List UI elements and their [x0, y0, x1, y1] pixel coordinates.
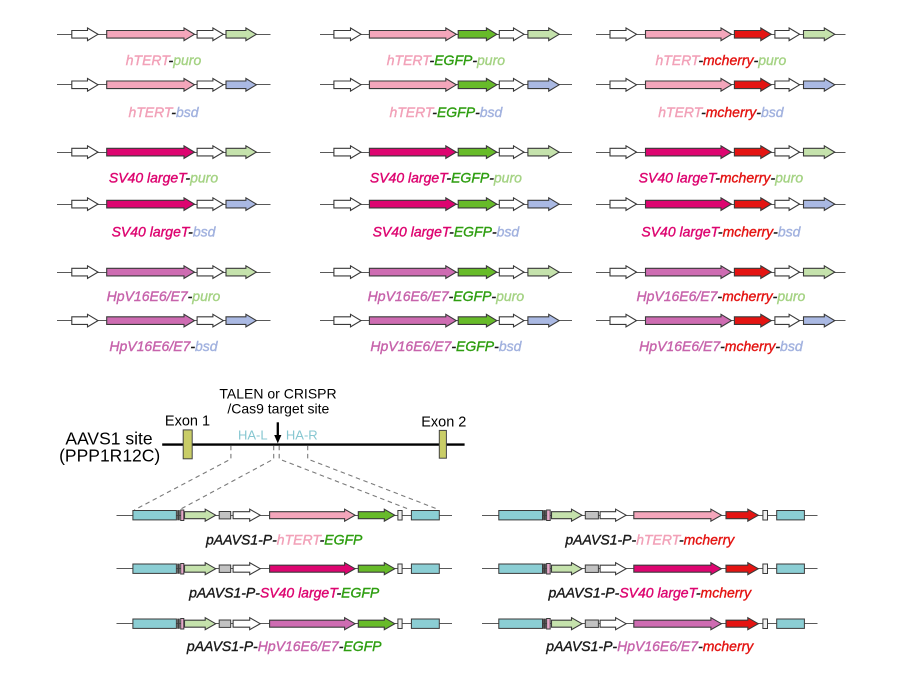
svg-text:HpV16E6/E7-EGFP-bsd: HpV16E6/E7-EGFP-bsd	[370, 338, 522, 354]
svg-text:SV40 largeT-bsd: SV40 largeT-bsd	[112, 224, 217, 240]
svg-text:pAAVS1-P-HpV16E6/E7-mcherry: pAAVS1-P-HpV16E6/E7-mcherry	[545, 638, 754, 654]
svg-text:(PPP1R12C): (PPP1R12C)	[59, 446, 160, 466]
svg-text:pAAVS1-P-HpV16E6/E7-EGFP: pAAVS1-P-HpV16E6/E7-EGFP	[186, 638, 382, 654]
svg-text:SV40 largeT-mcherry-puro: SV40 largeT-mcherry-puro	[639, 170, 804, 186]
svg-text:Exon 2: Exon 2	[421, 415, 466, 431]
svg-text:hTERT-EGFP-bsd: hTERT-EGFP-bsd	[389, 104, 503, 120]
svg-text:hTERT-EGFP-puro: hTERT-EGFP-puro	[387, 52, 506, 68]
svg-text:SV40 largeT-EGFP-puro: SV40 largeT-EGFP-puro	[370, 170, 522, 186]
svg-text:SV40 largeT-puro: SV40 largeT-puro	[109, 170, 218, 186]
svg-text:hTERT-puro: hTERT-puro	[126, 52, 202, 68]
svg-text:TALEN or CRISPR: TALEN or CRISPR	[219, 385, 336, 401]
svg-text:HA-R: HA-R	[286, 428, 318, 443]
svg-text:pAAVS1-P-hTERT-mcherry: pAAVS1-P-hTERT-mcherry	[564, 531, 735, 547]
svg-text:HpV16E6/E7-mcherry-bsd: HpV16E6/E7-mcherry-bsd	[639, 338, 804, 354]
svg-text:AAVS1 site: AAVS1 site	[65, 428, 152, 448]
svg-text:HpV16E6/E7-mcherry-puro: HpV16E6/E7-mcherry-puro	[636, 288, 805, 304]
svg-text:pAAVS1-P-SV40 largeT-mcherry: pAAVS1-P-SV40 largeT-mcherry	[547, 585, 752, 601]
svg-text:Exon 1: Exon 1	[165, 414, 210, 430]
svg-text:HpV16E6/E7-EGFP-puro: HpV16E6/E7-EGFP-puro	[368, 288, 525, 304]
svg-text:SV40 largeT-EGFP-bsd: SV40 largeT-EGFP-bsd	[373, 224, 521, 240]
svg-text:hTERT-mcherry-puro: hTERT-mcherry-puro	[656, 52, 787, 68]
svg-text:/Cas9 target site: /Cas9 target site	[227, 400, 329, 416]
svg-text:HpV16E6/E7-puro: HpV16E6/E7-puro	[107, 288, 221, 304]
svg-text:hTERT-mcherry-bsd: hTERT-mcherry-bsd	[658, 104, 785, 120]
svg-text:HA-L: HA-L	[238, 428, 268, 443]
svg-text:pAAVS1-P-hTERT-EGFP: pAAVS1-P-hTERT-EGFP	[205, 531, 363, 547]
svg-text:hTERT-bsd: hTERT-bsd	[128, 104, 199, 120]
svg-text:pAAVS1-P-SV40 largeT-EGFP: pAAVS1-P-SV40 largeT-EGFP	[188, 585, 380, 601]
svg-text:SV40 largeT-mcherry-bsd: SV40 largeT-mcherry-bsd	[641, 224, 801, 240]
svg-text:HpV16E6/E7-bsd: HpV16E6/E7-bsd	[109, 338, 218, 354]
